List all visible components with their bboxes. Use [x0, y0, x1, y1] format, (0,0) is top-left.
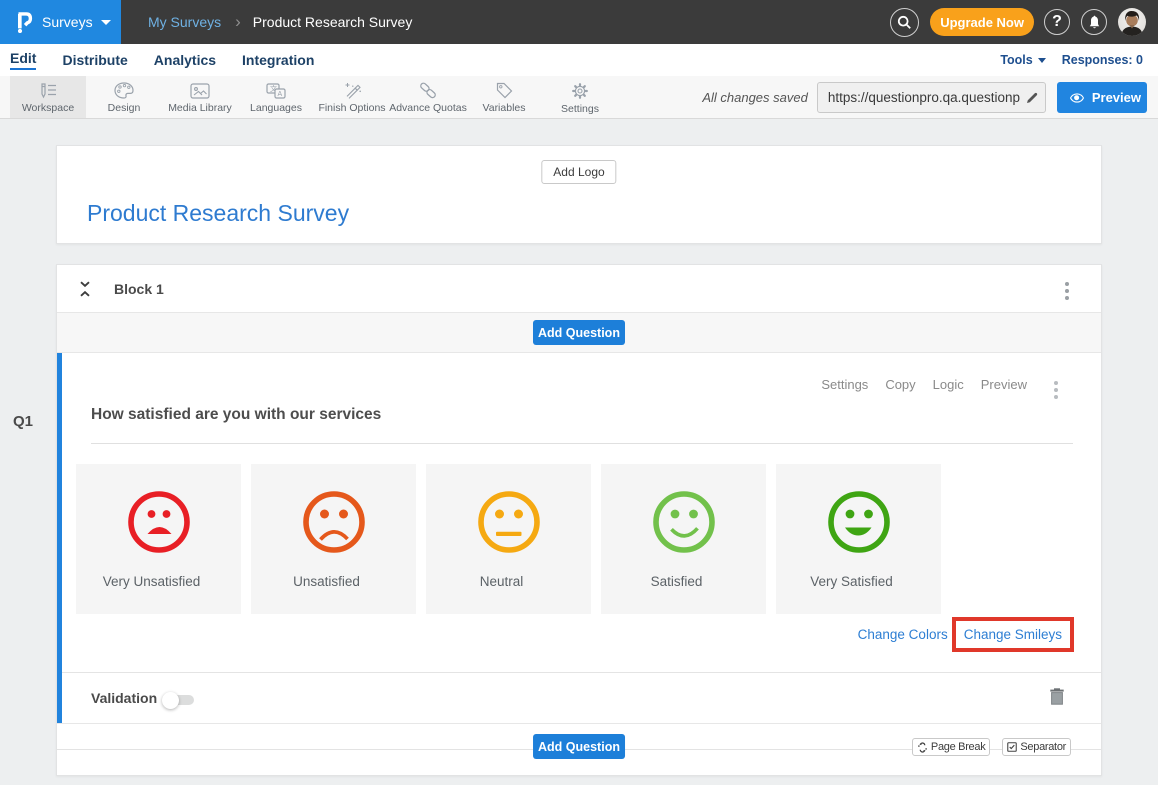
svg-text:文: 文	[270, 84, 277, 93]
svg-text:A: A	[278, 91, 283, 98]
